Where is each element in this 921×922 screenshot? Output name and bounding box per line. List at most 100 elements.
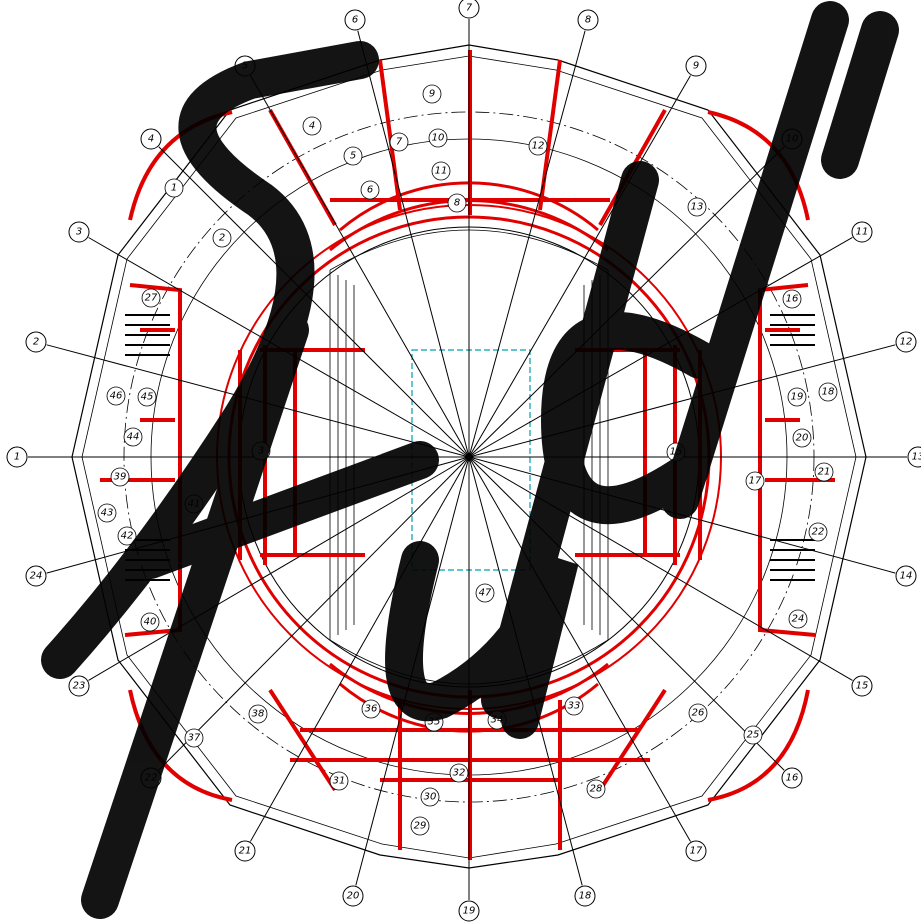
room-label: 7 <box>396 137 403 148</box>
room-bubble <box>141 288 161 308</box>
room-label: 40 <box>144 617 157 628</box>
room-bubble <box>431 161 451 181</box>
axis-label: 18 <box>579 891 592 902</box>
room-bubble <box>361 699 381 719</box>
axis-label: 4 <box>148 134 154 145</box>
room-label: 24 <box>792 614 805 625</box>
axis-label: 11 <box>856 227 869 238</box>
axis-bubble <box>851 675 873 697</box>
room-bubble <box>586 779 606 799</box>
axis-bubble <box>458 0 480 19</box>
room-bubble <box>743 725 763 745</box>
room-bubble <box>97 503 117 523</box>
room-bubble <box>428 128 448 148</box>
axis-label: 23 <box>73 681 86 692</box>
axis-bubble <box>68 675 90 697</box>
axis-label: 16 <box>786 773 799 784</box>
axis-line <box>250 75 470 458</box>
axis-label: 24 <box>30 571 43 582</box>
room-bubble <box>745 471 765 491</box>
room-bubble <box>343 146 363 166</box>
room-bubble <box>302 116 322 136</box>
room-bubble <box>814 462 834 482</box>
room-label: 17 <box>749 476 762 487</box>
watermark <box>41 1 899 919</box>
room-label: 16 <box>786 294 799 305</box>
room-label: 6 <box>367 185 373 196</box>
room-bubble <box>110 467 130 487</box>
room-label: 30 <box>424 792 437 803</box>
room-label: 29 <box>414 821 427 832</box>
room-label: 8 <box>454 198 460 209</box>
room-bubble <box>449 763 469 783</box>
axis-label: 3 <box>76 227 82 238</box>
room-label: 45 <box>141 392 154 403</box>
room-label: 9 <box>429 89 435 100</box>
room-label: 26 <box>692 708 705 719</box>
room-label: 13 <box>691 202 704 213</box>
room-label: 25 <box>747 730 760 741</box>
room-bubble <box>117 526 137 546</box>
room-label: 44 <box>127 432 140 443</box>
axis-bubble <box>342 885 364 907</box>
axis-bubble <box>895 565 917 587</box>
room-labels: 1234567891011121315161718192021222425262… <box>97 84 838 836</box>
axis-bubble <box>907 446 921 468</box>
axis-line <box>468 456 785 771</box>
axis-bubble <box>685 55 707 77</box>
axis-line <box>250 456 470 842</box>
axis-bubble <box>577 9 599 31</box>
axis-line <box>468 75 691 458</box>
axis-label: 21 <box>239 846 252 857</box>
axis-label: 8 <box>585 15 591 26</box>
axis-label: 12 <box>900 337 913 348</box>
room-label: 11 <box>435 166 448 177</box>
room-bubble <box>329 771 349 791</box>
room-bubble <box>818 382 838 402</box>
axis-bubble <box>6 446 28 468</box>
axis-label: 13 <box>912 452 921 463</box>
room-bubble <box>475 583 495 603</box>
room-label: 2 <box>219 233 225 244</box>
room-label: 36 <box>365 704 378 715</box>
room-label: 27 <box>145 293 158 304</box>
room-label: 21 <box>818 467 831 478</box>
room-bubble <box>184 728 204 748</box>
room-label: 1 <box>171 183 177 194</box>
room-bubble <box>447 193 467 213</box>
room-label: 38 <box>252 709 265 720</box>
room-bubble <box>688 703 708 723</box>
room-bubble <box>687 197 707 217</box>
room-bubble <box>212 228 232 248</box>
axis-label: 15 <box>856 681 869 692</box>
room-bubble <box>564 696 584 716</box>
axis-bubble <box>895 331 917 353</box>
room-label: 5 <box>350 151 356 162</box>
axis-label: 7 <box>466 3 473 14</box>
axis-label: 9 <box>693 61 699 72</box>
axis-line <box>468 30 586 458</box>
room-label: 46 <box>110 391 123 402</box>
axis-bubble <box>344 9 366 31</box>
axis-bubble <box>140 128 162 150</box>
room-label: 19 <box>791 392 804 403</box>
axis-bubble <box>781 767 803 789</box>
axis-bubble <box>458 900 480 922</box>
axis-bubble <box>25 565 47 587</box>
axis-line <box>158 146 470 458</box>
axis-label: 20 <box>347 891 360 902</box>
room-label: 35 <box>428 717 441 728</box>
axis-line <box>468 456 853 681</box>
room-label: 18 <box>822 387 835 398</box>
room-bubble <box>792 428 812 448</box>
room-bubble <box>389 132 409 152</box>
room-label: 22 <box>812 527 825 538</box>
axis-bubble <box>574 885 596 907</box>
room-bubble <box>137 387 157 407</box>
axis-bubble <box>25 331 47 353</box>
axis-label: 1 <box>14 452 20 463</box>
room-label: 12 <box>532 141 545 152</box>
room-bubble <box>782 289 802 309</box>
axis-label: 19 <box>463 906 476 917</box>
room-label: 32 <box>453 768 466 779</box>
